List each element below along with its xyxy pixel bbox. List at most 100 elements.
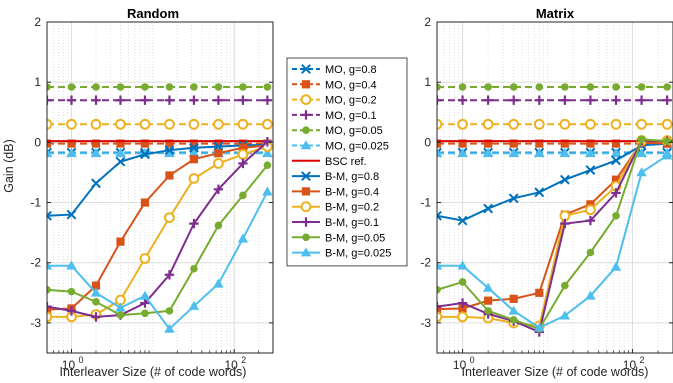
data-point: [140, 139, 150, 148]
legend-box: [286, 57, 408, 267]
data-point: [140, 198, 150, 207]
data-point: [457, 215, 468, 226]
data-point: [560, 218, 570, 229]
data-point: [237, 149, 249, 160]
major-gridlines: [47, 21, 273, 353]
data-point: [238, 95, 248, 105]
legend-marker: [300, 201, 312, 213]
data-point: [482, 147, 494, 157]
data-point: [508, 193, 519, 204]
chart-title-random: Random: [127, 6, 179, 21]
x-tick-exponent: 2: [241, 355, 246, 365]
data-point: [91, 178, 101, 189]
legend-marker: [301, 217, 311, 227]
data-point: [585, 147, 596, 157]
data-point: [47, 286, 51, 294]
data-point: [239, 191, 247, 200]
data-point: [188, 118, 200, 130]
data-point: [91, 312, 101, 322]
data-point: [534, 147, 545, 157]
data-point: [484, 307, 492, 315]
data-point: [559, 310, 571, 320]
data-point: [484, 296, 493, 305]
data-point: [534, 322, 545, 332]
data-point: [90, 287, 102, 297]
data-point: [139, 118, 151, 130]
legend-label: MO, g=0.4: [325, 79, 377, 91]
data-point: [586, 248, 595, 257]
data-point: [47, 147, 53, 157]
x-tick-exponent: 0: [470, 355, 475, 365]
series-line: [437, 138, 668, 331]
data-point: [457, 95, 468, 105]
data-point: [91, 95, 101, 105]
data-point: [457, 118, 468, 130]
data-point: [585, 95, 596, 105]
y-tick-label: -2: [30, 256, 41, 270]
data-point: [213, 95, 224, 105]
y-tick-label: 0: [34, 135, 41, 149]
data-point: [559, 174, 570, 185]
data-point: [636, 147, 647, 157]
data-point: [214, 221, 223, 230]
data-point: [189, 155, 199, 164]
legend-marker: [300, 94, 312, 105]
data-point: [238, 158, 248, 169]
data-point: [47, 118, 53, 130]
data-point: [237, 233, 249, 243]
data-point: [164, 323, 175, 333]
data-point: [561, 281, 569, 290]
data-point: [509, 83, 518, 91]
x-axis-label-matrix: Interleaver Size (# of code words): [462, 365, 649, 379]
legend-marker: [302, 233, 310, 242]
data-point: [457, 311, 468, 323]
series-group: [437, 83, 673, 337]
data-point: [67, 287, 76, 296]
legend-label: B-M, g=0.8: [325, 171, 379, 183]
data-point: [457, 260, 468, 270]
data-point: [66, 95, 77, 105]
data-point: [636, 167, 647, 177]
data-point: [189, 142, 199, 153]
data-point: [535, 83, 544, 91]
series-line: [437, 154, 668, 329]
y-tick-label: 0: [424, 135, 431, 149]
legend-label: MO, g=0.2: [325, 95, 377, 107]
data-point: [164, 95, 175, 105]
data-point: [189, 95, 199, 105]
legend-marker: [301, 80, 311, 89]
data-point: [560, 139, 569, 148]
minor-gridlines: [46, 22, 274, 353]
data-point: [47, 83, 51, 91]
data-point: [67, 83, 76, 91]
data-point: [213, 158, 224, 169]
y-tick-label: 2: [34, 15, 41, 29]
data-point: [67, 139, 76, 148]
data-point: [508, 118, 520, 130]
data-point: [66, 118, 77, 130]
data-point: [66, 209, 77, 220]
data-point: [437, 286, 441, 294]
data-point: [437, 260, 443, 270]
data-point: [535, 288, 544, 297]
data-point: [586, 83, 595, 91]
data-point: [165, 139, 174, 148]
data-point: [164, 118, 175, 130]
data-point: [661, 150, 673, 160]
data-point: [116, 237, 125, 246]
data-point: [437, 210, 442, 221]
legend-marker: [302, 126, 310, 134]
legend-label: B-M, g=0.2: [325, 202, 379, 214]
data-point: [66, 147, 77, 157]
data-point: [115, 95, 126, 105]
axes-box: [46, 21, 274, 354]
data-point: [610, 261, 622, 271]
legend-marker: [301, 110, 311, 120]
data-point: [559, 210, 571, 222]
data-point: [263, 83, 272, 91]
data-point: [164, 145, 175, 156]
y-tick-label: 1: [424, 75, 431, 89]
y-tick-label: -3: [420, 316, 431, 330]
